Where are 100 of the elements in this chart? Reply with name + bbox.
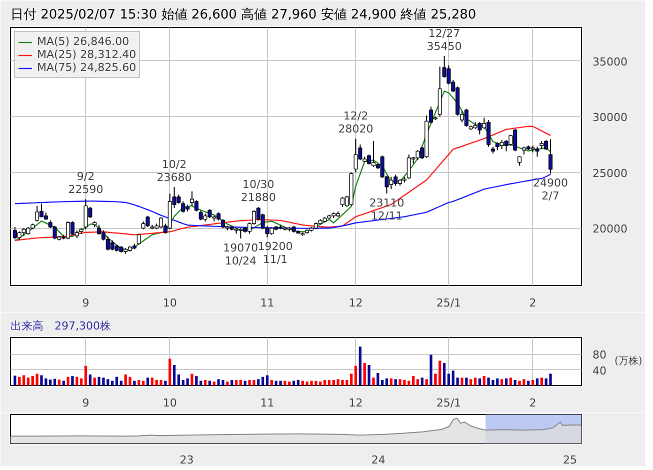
bar [164,380,167,386]
bar [186,378,189,386]
bar [527,380,530,386]
x-tick-label: 2 [529,296,536,310]
y-tick-label: 20000 [592,222,628,236]
candlestick [478,122,482,135]
annotation: 24900 2/7 [533,176,568,202]
bar [266,375,269,386]
bar [270,380,273,386]
bar [482,376,486,386]
bar [284,380,286,386]
bar [536,378,539,386]
bar [138,380,140,386]
bar [226,382,229,386]
candlestick [416,150,420,161]
bar [460,378,464,386]
bar [40,375,43,386]
x-tick-label: 11 [260,296,274,310]
annotation: 19200 11/1 [258,240,293,266]
bar [204,380,207,386]
bar [447,374,450,386]
bar [80,378,83,386]
bar [177,374,180,386]
bar [93,378,96,386]
bar [474,378,477,386]
x-tick-label: 23 [180,454,194,466]
candlestick [52,225,57,240]
bar [234,380,238,386]
bar [26,378,30,386]
bar [257,379,260,386]
candlestick [84,198,88,230]
bar [296,380,300,386]
bar [49,380,52,386]
x-tick-label: 9 [82,296,90,310]
bar [380,380,384,386]
bar [66,376,70,386]
bar [190,374,194,386]
bar [142,380,145,386]
bar [261,376,264,386]
candlestick [194,200,198,212]
bar [172,365,176,386]
bar [509,378,512,386]
legend-label: MA(25) 28,312.40 [37,48,136,61]
x-tick-label: 9 [82,396,90,410]
annotation: 9/2 22590 [68,170,104,196]
bar [279,380,282,386]
bar [385,378,388,386]
bar [168,358,172,386]
y-tick-label: 25000 [592,166,628,180]
bar [133,380,136,386]
bar [354,366,358,386]
candlestick [354,138,358,173]
bar [18,376,21,386]
bar [76,376,78,386]
bar [22,375,26,386]
y-tick-label: 35000 [592,55,628,68]
bar [212,382,216,386]
bar [319,382,322,386]
annotation: 12/2 28020 [338,110,374,136]
bar [58,380,61,386]
bar [128,376,132,386]
x-tick-label: 11 [260,396,274,410]
bar [244,380,246,386]
bar [540,378,543,386]
bar [200,380,202,386]
bar [376,372,380,386]
bar [500,379,504,386]
bar [514,380,516,386]
bar [88,374,92,386]
bar [195,376,198,386]
bar [416,379,420,386]
candlestick [535,146,540,158]
legend-label: MA(75) 24,825.60 [37,61,136,74]
bar [36,374,38,386]
bar [368,365,370,386]
bar [504,378,508,386]
bar [470,379,472,386]
bar [292,380,296,386]
bar [394,379,397,386]
y-tick-label: 40 [592,364,606,378]
candlestick [35,205,40,222]
candlestick [97,224,102,236]
candlestick [504,140,508,152]
bar [323,380,326,386]
bar [390,378,392,386]
bar [146,378,150,386]
annotation: 12/27 35450 [426,26,462,53]
candlestick [158,216,164,229]
bar [478,378,482,386]
bar [465,378,468,386]
candlestick [464,108,468,128]
x-tick-label: 25/1 [436,396,462,410]
annotation: 10/30 21880 [240,178,276,204]
annotation: 19070 10/24 [223,241,258,268]
bar [84,366,88,386]
bar [350,374,353,386]
x-tick-label: 10 [162,396,177,410]
candlestick [181,200,186,213]
bar [420,378,424,386]
bar [549,374,552,386]
